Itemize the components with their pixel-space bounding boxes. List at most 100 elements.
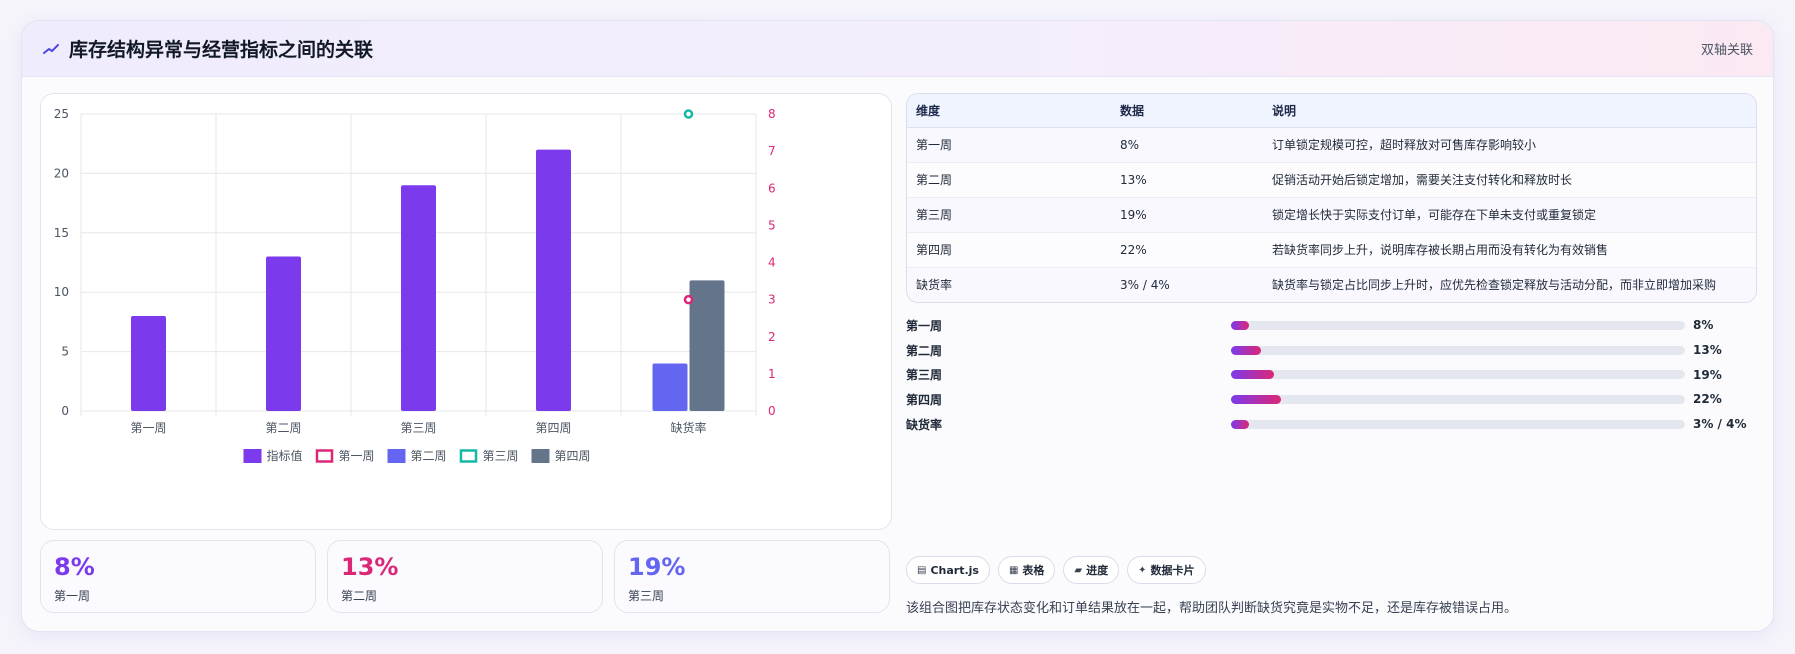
stat-value: 8%	[54, 553, 95, 581]
table-header-cell: 维度	[907, 94, 1111, 128]
stat-label: 第一周	[54, 589, 91, 603]
chart-note: 该组合图把库存状态变化和订单结果放在一起，帮助团队判断缺货究竟是实物不足，还是库…	[906, 601, 1518, 616]
table-header-cell: 说明	[1263, 94, 1756, 128]
table-row: 第一周 8% 订单锁定规模可控，超时释放对可售库存影响较小	[907, 127, 1756, 163]
bar-1-指标值	[266, 256, 301, 411]
y-right-tick-label: 1	[768, 367, 776, 381]
legend-label: 第四周	[555, 449, 591, 463]
progress-fill	[1231, 370, 1275, 380]
title-wrap: 库存结构异常与经营指标之间的关联	[42, 35, 373, 62]
bar-4-第二周	[652, 363, 688, 411]
chip-data-cards[interactable]: ✦ 数据卡片	[1127, 556, 1206, 584]
table-cell: 3% / 4%	[1111, 267, 1263, 302]
chart-panel: 0 5 10 15 20 25 0 1 2 3 4 5 6 7 8 第一周 第二周 第三周 第四周 缺货率 指标值 第一周…	[40, 93, 892, 530]
table-header-row: 维度 数据 说明	[907, 94, 1756, 128]
stat-value: 19%	[628, 553, 686, 581]
x-tick-label: 缺货率	[670, 420, 706, 435]
table-cell: 缺货率	[907, 267, 1111, 302]
progress-value: 13%	[1693, 343, 1722, 358]
stat-card-1: 8% 第一周	[40, 540, 316, 613]
progress-track	[1231, 419, 1685, 429]
table-cell: 22%	[1111, 232, 1263, 268]
y-right-tick-label: 2	[768, 330, 776, 344]
table-cell: 缺货率与锁定占比同步上升时，应优先检查锁定释放与活动分配，而非立即增加采购	[1263, 267, 1756, 302]
table-row: 第三周 19% 锁定增长快于实际支付订单，可能存在下单未支付或重复锁定	[907, 197, 1756, 233]
table-cell: 8%	[1111, 127, 1263, 163]
y-left-tick-label: 15	[54, 226, 69, 240]
stat-value: 13%	[341, 553, 399, 581]
header-tag: 双轴关联	[1700, 43, 1753, 58]
table-row: 第四周 22% 若缺货率同步上升，说明库存被长期占用而没有转化为有效销售	[907, 232, 1756, 268]
progress-track	[1231, 370, 1685, 380]
legend-swatch	[243, 449, 262, 463]
bar-0-指标值	[131, 315, 166, 411]
y-right-tick-label: 0	[768, 404, 776, 418]
table-header-cell: 数据	[1111, 94, 1263, 128]
table-cell: 第一周	[907, 127, 1111, 163]
progress-fill	[1231, 419, 1250, 429]
legend-swatch	[387, 449, 406, 463]
progress-icon: ▰	[1074, 564, 1083, 576]
progress-row: 第一周 8%	[906, 313, 1756, 338]
chip-table[interactable]: ▦ 表格	[997, 556, 1056, 584]
y-right-tick-label: 7	[768, 144, 776, 158]
progress-label: 缺货率	[906, 417, 943, 432]
y-left-tick-label: 20	[54, 166, 69, 180]
legend-label: 第二周	[411, 449, 447, 463]
stat-card-3: 19% 第三周	[614, 540, 890, 613]
bar-3-指标值	[536, 149, 571, 411]
y-left-tick-label: 0	[61, 404, 69, 418]
progress-fill	[1231, 394, 1281, 404]
table-cell: 第二周	[907, 162, 1111, 198]
progress-fill	[1231, 345, 1261, 355]
card-title: 库存结构异常与经营指标之间的关联	[69, 39, 374, 61]
progress-row: 第四周 22%	[906, 387, 1756, 412]
progress-row: 第三周 19%	[906, 362, 1756, 387]
chart-icon: ▤	[917, 564, 927, 576]
table-icon: ▦	[1008, 564, 1019, 576]
legend-swatch	[531, 449, 550, 463]
table-row: 缺货率 3% / 4% 缺货率与锁定占比同步上升时，应优先检查锁定释放与活动分配…	[907, 267, 1756, 302]
progress-label: 第四周	[906, 392, 943, 407]
stat-card-2: 13% 第二周	[327, 540, 603, 613]
table-cell: 第四周	[907, 232, 1111, 268]
legend-swatch	[459, 449, 478, 463]
chip-label: 进度	[1086, 564, 1109, 577]
chip-progress[interactable]: ▰ 进度	[1063, 556, 1120, 584]
progress-list: 第一周 8% 第二周 13% 第三周 19% 第四周 22% 缺货率 3% / …	[906, 313, 1756, 436]
bar-4-第四周	[689, 280, 725, 411]
progress-value: 3% / 4%	[1693, 417, 1747, 432]
y-left-tick-label: 5	[61, 345, 69, 359]
progress-track	[1231, 345, 1685, 355]
progress-label: 第二周	[906, 343, 943, 358]
data-table-panel: 维度 数据 说明 第一周 8% 订单锁定规模可控，超时释放对可售库存影响较小 第…	[906, 93, 1757, 303]
table-cell: 19%	[1111, 197, 1263, 233]
y-right-tick-label: 4	[768, 256, 776, 270]
table-cell: 订单锁定规模可控，超时释放对可售库存影响较小	[1263, 127, 1756, 163]
progress-label: 第三周	[906, 368, 943, 383]
x-tick-label: 第二周	[265, 421, 301, 435]
table-cell: 第三周	[907, 197, 1111, 233]
sparkle-icon: ✦	[1138, 564, 1147, 576]
y-right-tick-label: 3	[768, 293, 776, 307]
tag-chips: ▤ Chart.js ▦ 表格 ▰ 进度 ✦ 数据卡片	[906, 556, 1206, 584]
bar-2-指标值	[401, 185, 436, 411]
card-header: 库存结构异常与经营指标之间的关联 双轴关联	[22, 21, 1773, 77]
progress-row: 缺货率 3% / 4%	[906, 412, 1756, 437]
x-tick-label: 第一周	[130, 421, 166, 435]
table-cell: 促销活动开始后锁定增加，需要关注支付转化和释放时长	[1263, 162, 1756, 198]
progress-track	[1231, 394, 1685, 404]
y-left-tick-label: 25	[54, 107, 69, 121]
chip-chartjs[interactable]: ▤ Chart.js	[906, 556, 990, 584]
y-left-tick-label: 10	[54, 285, 69, 299]
stat-label: 第三周	[628, 589, 665, 603]
chip-label: 数据卡片	[1150, 564, 1195, 577]
x-tick-label: 第四周	[535, 421, 571, 435]
stat-label: 第二周	[341, 589, 378, 603]
legend-swatch	[315, 449, 334, 463]
data-table: 维度 数据 说明 第一周 8% 订单锁定规模可控，超时释放对可售库存影响较小 第…	[907, 94, 1756, 302]
progress-value: 22%	[1693, 392, 1722, 407]
chip-label: Chart.js	[930, 563, 979, 577]
chip-label: 表格	[1022, 564, 1045, 577]
